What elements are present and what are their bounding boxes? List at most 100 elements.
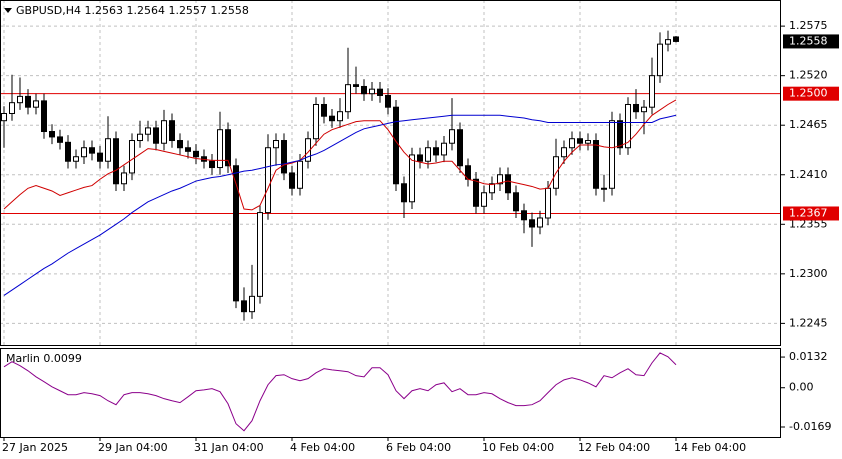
level-label-box: [783, 86, 839, 101]
candle-body: [113, 138, 119, 185]
candle-body: [393, 106, 399, 185]
pane-title: GBPUSD,H4 1.2563 1.2564 1.2557 1.2558: [16, 4, 249, 17]
candle-body: [521, 210, 527, 221]
candle-body: [513, 192, 519, 212]
candle-body: [545, 187, 551, 219]
candle-body: [97, 152, 103, 162]
candle-body: [145, 127, 151, 135]
candle-body: [33, 100, 39, 108]
x-tick-label: 6 Feb 04:00: [386, 441, 451, 454]
candle-body: [193, 150, 199, 158]
y-tick-label: 1.2245: [789, 316, 828, 329]
y-tick-label: 1.2300: [789, 267, 828, 280]
candle-body: [265, 147, 271, 214]
candle-body: [249, 295, 255, 313]
candle-body: [617, 120, 623, 149]
indicator-line: [3, 99, 677, 211]
candle-body: [345, 84, 351, 113]
candle-body: [585, 140, 591, 144]
y-tick-label: 1.2575: [789, 19, 828, 32]
candle-body: [377, 88, 383, 96]
candle-body: [105, 138, 111, 162]
candle-body: [529, 219, 535, 228]
candle-body: [673, 36, 679, 42]
candle-body: [489, 183, 495, 194]
candle-body: [385, 94, 391, 108]
candle-body: [49, 131, 55, 138]
candle-body: [81, 147, 87, 158]
candle-body: [457, 129, 463, 167]
indicator-line: [3, 352, 677, 432]
candle-body: [169, 120, 175, 142]
candle-body: [273, 140, 279, 149]
indicator-line: [3, 114, 677, 296]
candle-body: [649, 75, 655, 108]
candle-body: [289, 172, 295, 189]
candle-body: [313, 103, 319, 140]
candle-body: [57, 136, 63, 143]
symbol-menu-icon[interactable]: [4, 8, 12, 13]
candle-body: [401, 183, 407, 203]
price-label-box: [783, 34, 839, 49]
x-tick-label: 4 Feb 04:00: [290, 441, 355, 454]
candle-body: [601, 187, 607, 190]
level-label: 1.2367: [789, 206, 828, 219]
x-tick-label: 10 Feb 04:00: [482, 441, 554, 454]
y-tick-label: 1.2465: [789, 118, 828, 131]
pane: [0, 0, 785, 345]
pane-title: Marlin 0.0099: [6, 352, 82, 365]
candle-body: [473, 178, 479, 207]
candle-body: [353, 84, 359, 87]
candle-body: [225, 129, 231, 167]
candle-body: [665, 39, 671, 45]
pane-frame: [0, 348, 781, 438]
candle-body: [9, 102, 15, 114]
x-tick-label: 12 Feb 04:00: [578, 441, 650, 454]
pane-frame: [0, 0, 781, 346]
candle-body: [537, 217, 543, 228]
y-tick-label: 0.0132: [789, 350, 828, 363]
candle-body: [321, 103, 327, 117]
candle-body: [257, 212, 263, 297]
candle-body: [281, 140, 287, 174]
candle-body: [409, 154, 415, 203]
candle-body: [153, 127, 159, 144]
candle-body: [297, 160, 303, 189]
level-label-box: [783, 206, 839, 221]
candle-body: [481, 192, 487, 207]
y-tick-label: 1.2520: [789, 69, 828, 82]
candle-body: [593, 140, 599, 189]
candle-body: [505, 174, 511, 194]
candle-body: [425, 147, 431, 162]
candle-body: [129, 140, 135, 174]
candle-body: [577, 138, 583, 144]
candle-body: [417, 154, 423, 162]
candle-body: [121, 172, 127, 185]
candle-body: [361, 85, 367, 95]
candle-body: [609, 120, 615, 189]
candle-body: [561, 147, 567, 158]
candle-body: [449, 129, 455, 144]
candle-body: [217, 129, 223, 169]
y-tick-label: 0.00: [789, 381, 814, 394]
x-tick-label: 14 Feb 04:00: [674, 441, 746, 454]
candle-body: [641, 106, 647, 113]
pane: [3, 352, 785, 432]
price-label: 1.2558: [789, 34, 828, 47]
candle-body: [657, 43, 663, 77]
candle-body: [185, 147, 191, 152]
level-label: 1.2500: [789, 87, 828, 100]
candle-body: [633, 103, 639, 113]
candle-body: [65, 141, 71, 162]
candle-body: [17, 95, 23, 104]
candle-body: [25, 95, 31, 108]
candle-body: [41, 100, 47, 133]
candle-body: [137, 133, 143, 142]
y-tick-label: -0.0169: [789, 420, 831, 433]
candle-body: [233, 165, 239, 302]
candle-body: [625, 103, 631, 149]
candle-body: [1, 112, 7, 122]
x-tick-label: 29 Jan 04:00: [98, 441, 168, 454]
